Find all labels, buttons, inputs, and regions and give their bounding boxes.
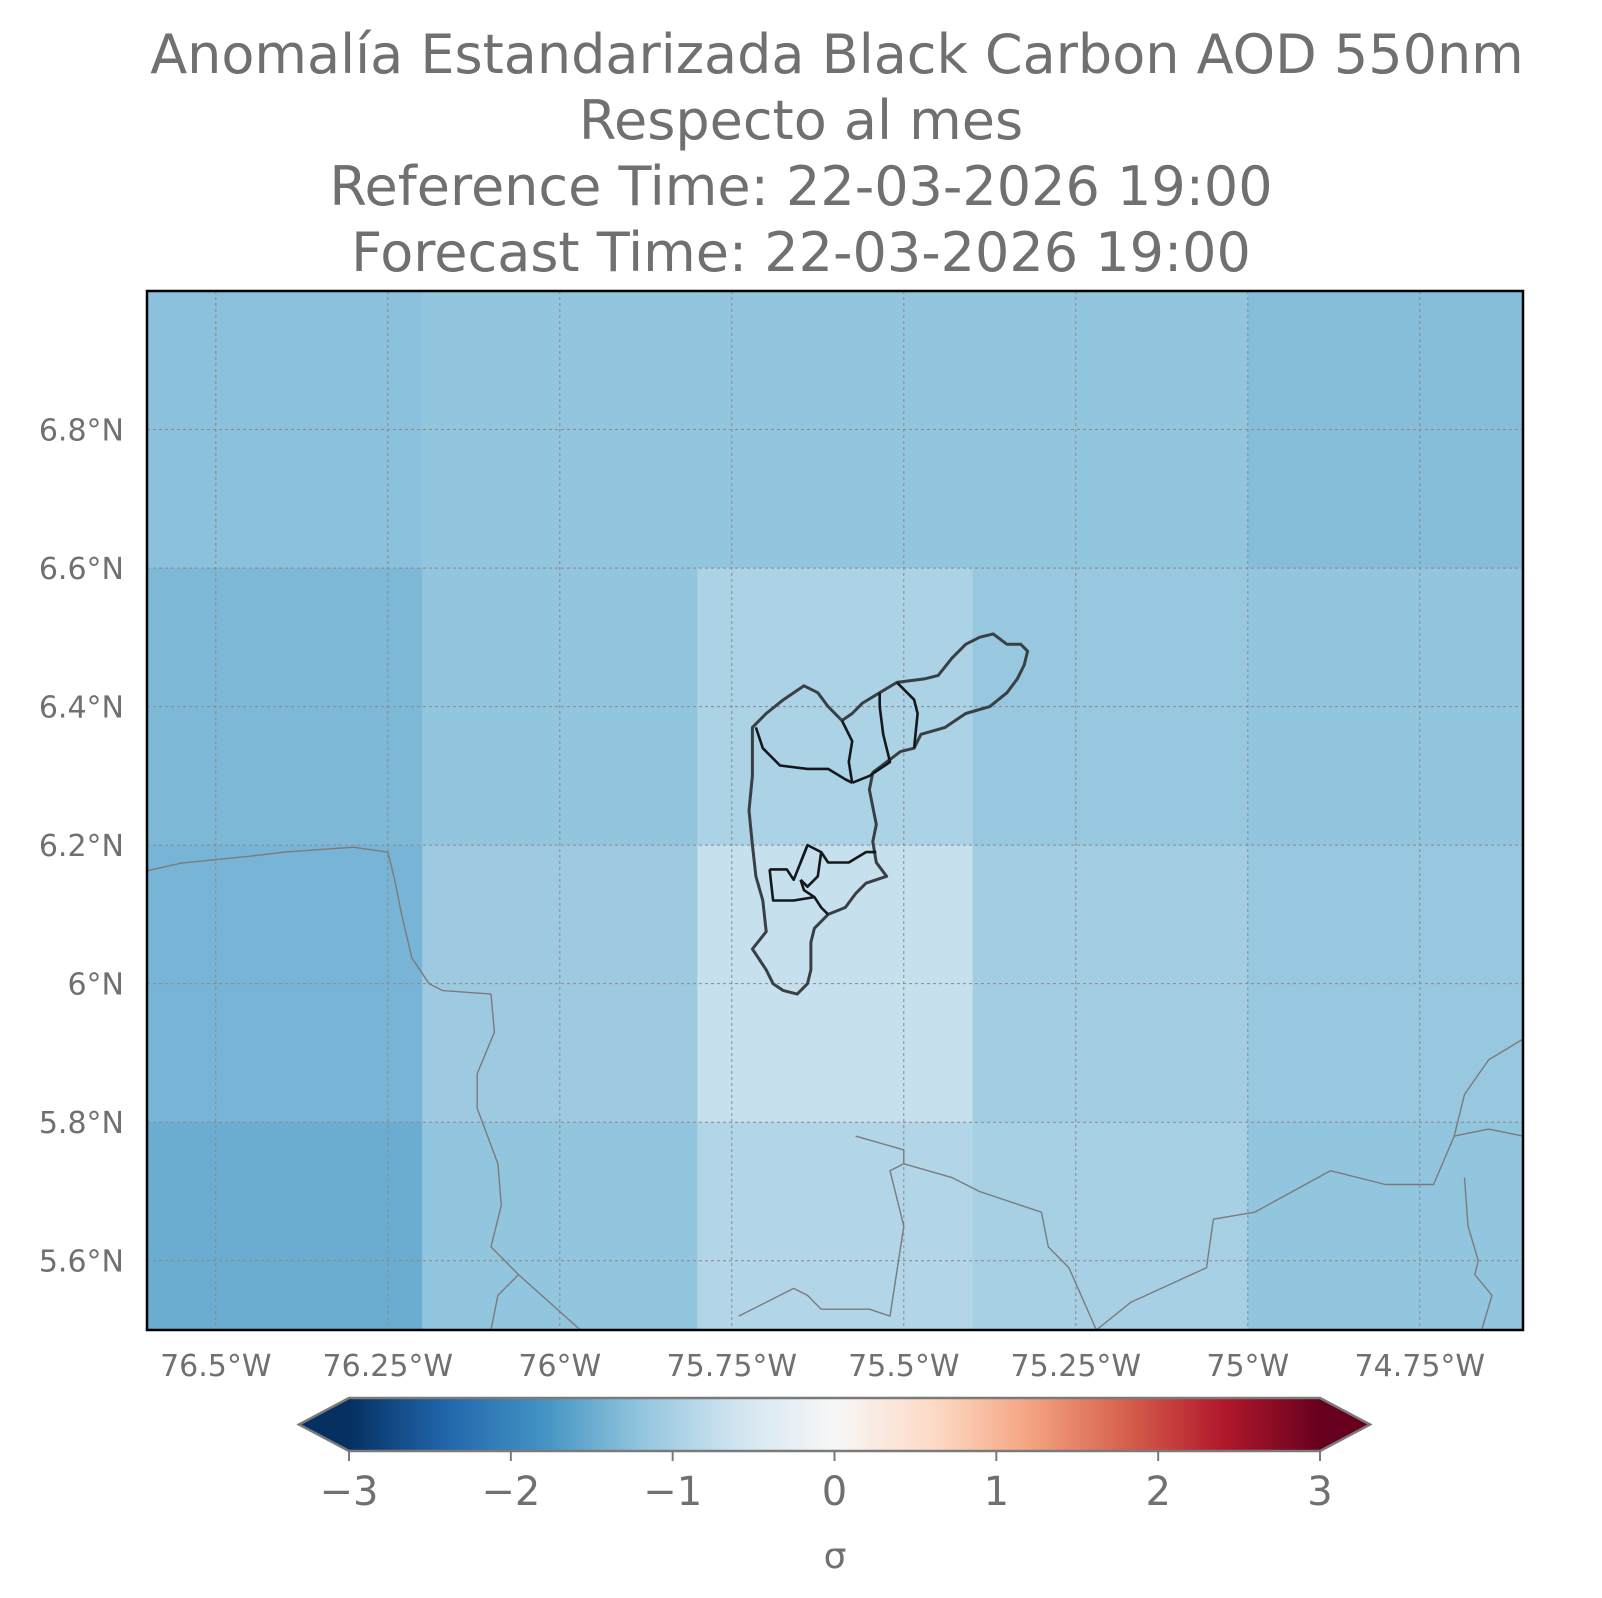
y-tick-label: 5.6°N	[39, 1245, 124, 1280]
department-boundary	[1463, 1177, 1493, 1330]
y-tick-label: 6°N	[67, 968, 124, 1003]
colorbar: −3 −2 −1 0 1 2 3 σ	[296, 1396, 1373, 1577]
anomaly-cell	[972, 1122, 1249, 1330]
municipality-boundary	[799, 851, 823, 889]
municipality-boundary	[851, 692, 892, 785]
plot-frame	[145, 289, 1525, 1332]
anomaly-cell	[1247, 1122, 1523, 1330]
x-tick-label: 76°W	[518, 1349, 601, 1384]
title-block: Anomalía Estandarizada Black Carbon AOD …	[0, 22, 1602, 286]
study-region	[747, 632, 1030, 996]
department-boundary	[738, 1135, 905, 1317]
anomaly-cell	[697, 568, 974, 846]
colorbar-tick-label: 2	[1145, 1469, 1170, 1515]
colorbar-tick-label: 1	[984, 1469, 1009, 1515]
y-tick-label: 5.8°N	[39, 1106, 124, 1141]
title-line-1: Anomalía Estandarizada Black Carbon AOD …	[150, 23, 1524, 86]
title-line-3: Reference Time: 22-03-2026 19:00	[329, 155, 1273, 218]
colorbar-tick-label: 0	[822, 1469, 847, 1515]
department-boundaries	[147, 846, 1523, 1330]
x-tick-label: 76.5°W	[160, 1349, 271, 1384]
department-boundary	[490, 1274, 519, 1330]
department-boundary	[1453, 1038, 1523, 1137]
title-line-4: Forecast Time: 22-03-2026 19:00	[351, 221, 1251, 284]
municipality-boundary	[799, 844, 809, 863]
x-tick-label: 75.75°W	[667, 1349, 798, 1384]
x-tick-label: 76.25°W	[323, 1349, 454, 1384]
colorbar-gradient	[349, 1398, 1320, 1451]
colorbar-extend-low	[299, 1398, 349, 1451]
municipality-boundary	[754, 726, 853, 784]
y-tick-label: 6.6°N	[39, 552, 124, 587]
anomaly-cell	[697, 291, 974, 569]
colorbar-label: σ	[824, 1536, 847, 1577]
title-line-2: Respecto al mes	[578, 89, 1024, 152]
anomaly-grid-cells	[147, 291, 1523, 1330]
department-boundary	[147, 846, 581, 1330]
municipality-boundary	[895, 681, 919, 749]
department-boundary	[903, 1163, 1098, 1330]
anomaly-cell	[147, 1122, 423, 1330]
x-tick-label: 74.75°W	[1355, 1349, 1486, 1384]
municipality-boundary	[769, 843, 877, 882]
y-tick-label: 6.2°N	[39, 829, 124, 864]
municipality-boundary	[768, 869, 815, 902]
x-tick-label: 75.25°W	[1011, 1349, 1142, 1384]
colorbar-tick-label: 3	[1307, 1469, 1332, 1515]
x-axis-tick-labels: 76.5°W 76.25°W 76°W 75.75°W 75.5°W 75.25°W 75°…	[160, 1349, 1485, 1384]
y-tick-label: 6.4°N	[39, 691, 124, 726]
department-boundary	[1095, 1128, 1523, 1330]
anomaly-cell	[697, 845, 974, 1123]
colorbar-tick-label: −2	[481, 1469, 540, 1515]
colorbar-tick-label: −1	[643, 1469, 702, 1515]
gridlines	[147, 291, 1523, 1330]
aburra-valley-outline	[747, 632, 1030, 996]
colorbar-tick-label: −3	[320, 1469, 379, 1515]
anomaly-cell	[697, 1122, 974, 1330]
colorbar-extend-high	[1320, 1398, 1370, 1451]
municipality-boundary	[840, 719, 854, 784]
y-tick-label: 6.8°N	[39, 414, 124, 449]
x-tick-label: 75.5°W	[848, 1349, 959, 1384]
y-axis-tick-labels: 6.8°N 6.6°N 6.4°N 6.2°N 6°N 5.8°N 5.6°N	[39, 414, 124, 1280]
x-tick-label: 75°W	[1206, 1349, 1289, 1384]
